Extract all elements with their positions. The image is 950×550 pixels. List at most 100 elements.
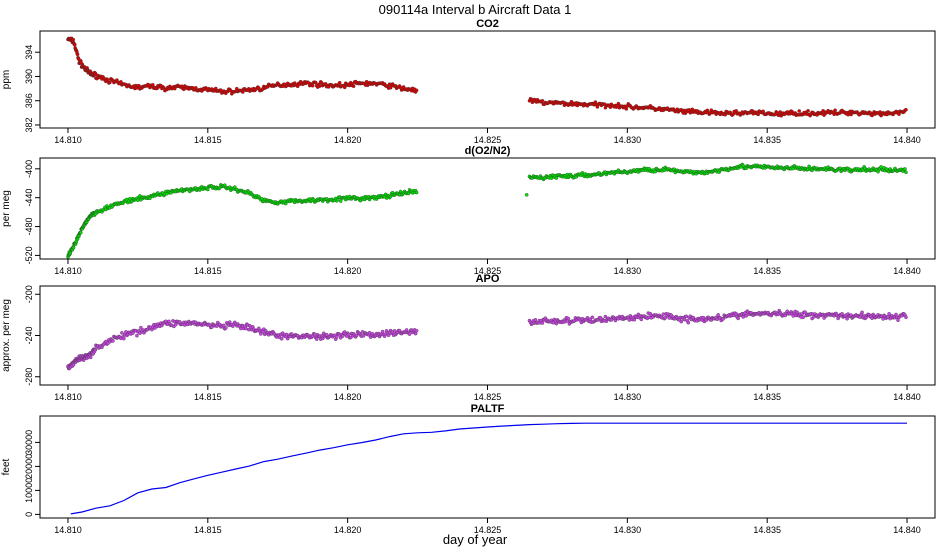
data-point: [524, 193, 529, 197]
y-tick-label: 390: [24, 69, 34, 84]
data-point: [257, 326, 261, 331]
data-point: [313, 80, 318, 85]
data-point: [79, 230, 83, 235]
y-tick-label: 382: [24, 117, 34, 132]
data-point: [554, 321, 559, 326]
data-point: [896, 318, 900, 322]
x-tick-label: 14.825: [474, 525, 502, 535]
panel-title-do2n2: d(O2/N2): [465, 145, 511, 157]
y-tick-label: 386: [24, 93, 34, 108]
data-point: [380, 329, 385, 334]
data-point: [75, 52, 80, 57]
x-tick-label: 14.835: [753, 135, 781, 145]
x-tick-label: 14.810: [54, 525, 82, 535]
data-point: [122, 336, 126, 341]
data-point: [346, 332, 351, 337]
data-point: [239, 326, 243, 331]
data-point: [723, 112, 727, 117]
data-point: [312, 332, 317, 336]
data-point: [590, 315, 595, 320]
data-point: [860, 310, 864, 315]
data-point: [684, 314, 689, 319]
x-tick-label: 14.830: [614, 135, 642, 145]
data-point: [903, 167, 907, 171]
data-point: [414, 190, 419, 195]
data-point: [279, 337, 284, 341]
data-point: [887, 312, 891, 316]
data-point: [616, 101, 621, 106]
x-tick-label: 14.830: [614, 392, 642, 402]
data-point: [603, 314, 608, 319]
y-tick-label: -400: [24, 160, 34, 178]
x-tick-label: 14.825: [474, 266, 502, 276]
panel-co2: 14.810 14.815 14.820 14.825 14.830 14.835 14.8…: [24, 30, 936, 145]
data-point: [139, 325, 143, 330]
data-point: [206, 187, 210, 192]
x-tick-label: 14.835: [753, 266, 781, 276]
x-tick-label: 14.835: [753, 525, 781, 535]
data-point: [93, 348, 98, 352]
ylabel-apo: approx. per meg: [1, 299, 12, 372]
data-point: [310, 83, 315, 88]
x-tick-label: 14.820: [334, 135, 362, 145]
y-tick-label: -280: [24, 368, 34, 386]
x-tick-label: 14.825: [474, 392, 502, 402]
plot-frame: [39, 285, 936, 386]
x-tick-label: 14.825: [474, 135, 502, 145]
series-line-paltf: [70, 422, 907, 515]
data-point: [108, 80, 112, 85]
data-point: [71, 245, 76, 250]
data-point: [904, 315, 908, 319]
panel-title-co2: CO2: [476, 18, 499, 30]
x-tick-label: 14.840: [893, 525, 921, 535]
data-point: [756, 112, 760, 117]
y-tick-label: 0: [24, 512, 34, 517]
data-point: [73, 42, 77, 47]
y-tick-label: 30000: [24, 430, 34, 455]
x-tick-label: 14.840: [893, 266, 921, 276]
data-point: [259, 332, 263, 336]
x-tick-label: 14.810: [54, 135, 82, 145]
data-point: [797, 109, 801, 113]
data-point: [566, 316, 571, 321]
data-point: [337, 80, 342, 85]
data-point: [354, 333, 359, 338]
data-point: [876, 169, 880, 174]
data-point: [398, 189, 403, 194]
data-point: [135, 333, 139, 338]
x-tick-label: 14.840: [893, 392, 921, 402]
data-point: [795, 310, 799, 315]
data-point: [340, 334, 345, 338]
y-tick-label: -200: [24, 285, 34, 303]
data-point: [639, 317, 644, 322]
x-tick-label: 14.820: [334, 392, 362, 402]
data-point: [904, 108, 908, 112]
y-tick-label: 20000: [24, 454, 34, 479]
data-point: [414, 88, 419, 93]
data-point: [222, 323, 226, 328]
x-tick-label: 14.820: [334, 266, 362, 276]
figure-title: 090114a Interval b Aircraft Data 1: [379, 2, 572, 17]
ylabel-do2n2: per meg: [1, 190, 12, 227]
data-point: [679, 319, 684, 324]
x-tick-label: 14.840: [893, 135, 921, 145]
data-point: [897, 112, 901, 116]
data-point: [151, 83, 155, 87]
data-point: [120, 331, 124, 335]
data-point: [540, 321, 545, 325]
data-point: [244, 326, 248, 331]
data-point: [88, 355, 93, 360]
x-tick-label: 14.815: [194, 392, 222, 402]
data-point: [632, 317, 637, 322]
data-point: [540, 99, 545, 103]
x-tick-label: 14.830: [614, 525, 642, 535]
x-axis-label: day of year: [443, 532, 508, 547]
data-point: [734, 312, 738, 316]
data-point: [324, 332, 329, 337]
x-tick-label: 14.820: [334, 525, 362, 535]
data-point: [716, 313, 720, 317]
data-point: [93, 71, 98, 76]
panel-paltf: 14.810 14.815 14.820 14.825 14.830 14.835 14.8…: [24, 415, 936, 535]
data-point: [801, 315, 805, 320]
